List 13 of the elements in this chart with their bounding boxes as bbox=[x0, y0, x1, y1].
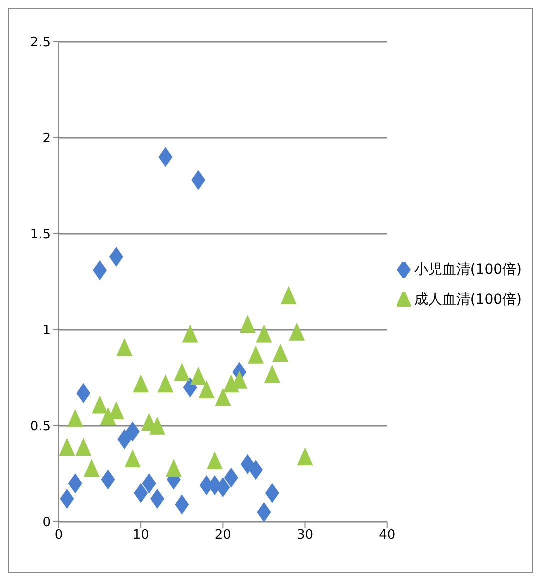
x-tick-label: 40 bbox=[379, 528, 396, 544]
y-tick-label: 1.5 bbox=[30, 228, 51, 243]
y-tick-label: 0.5 bbox=[30, 420, 51, 435]
x-tick-label: 0 bbox=[54, 528, 64, 544]
y-tick-label: 2 bbox=[42, 132, 51, 147]
y-tick-label: 0 bbox=[42, 516, 51, 531]
y-tick-label: 1 bbox=[42, 324, 51, 339]
x-tick-label: 10 bbox=[132, 528, 150, 544]
legend-label: 小児血清(100倍) bbox=[414, 260, 522, 278]
x-tick-label: 20 bbox=[214, 528, 232, 544]
y-tick-label: 2.5 bbox=[30, 36, 51, 51]
legend-label: 成人血清(100倍) bbox=[414, 290, 522, 308]
x-tick-label: 30 bbox=[296, 528, 314, 544]
